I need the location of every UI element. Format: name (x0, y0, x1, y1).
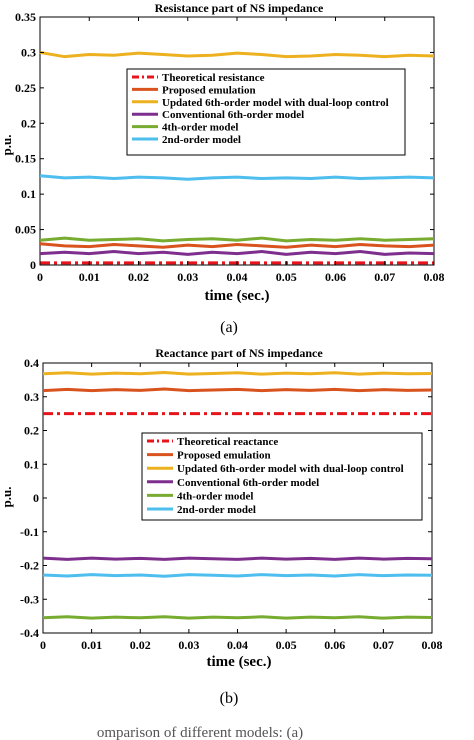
y-tick-label: 0.15 (15, 152, 36, 166)
chart-title: Reactance part of NS impedance (155, 346, 323, 360)
legend-label: Proposed emulation (177, 450, 271, 462)
series-line-3 (42, 370, 433, 376)
y-tick-label: -0.3 (20, 592, 39, 606)
legend-label: 4th-order model (162, 122, 238, 134)
x-tick-label: 0.07 (373, 638, 394, 652)
x-tick-label: 0.06 (325, 270, 346, 284)
legend-box (126, 68, 406, 156)
y-tick-label: 0 (33, 491, 39, 505)
x-tick-label: 0.03 (178, 638, 199, 652)
x-tick-label: 0 (40, 638, 46, 652)
y-axis-label: p.u. (0, 487, 14, 508)
x-tick-label: 0.04 (227, 270, 248, 284)
y-tick-label: -0.4 (20, 626, 39, 640)
panel-caption: (a) (220, 319, 238, 336)
legend-label: Proposed emulation (162, 84, 256, 96)
y-tick-label: 0.25 (15, 81, 36, 95)
legend-label: Updated 6th-order model with dual-loop c… (162, 97, 389, 109)
legend: Theoretical reactance Proposed emulationU… (141, 432, 423, 521)
legend-label: Conventional 6th-order model (177, 477, 319, 489)
x-tick-label: 0.06 (324, 638, 345, 652)
y-tick-label: 0.3 (24, 390, 39, 404)
y-tick-label: 0.4 (24, 356, 39, 370)
x-tick-label: 0.04 (227, 638, 248, 652)
y-tick-label: 0.35 (15, 10, 36, 24)
legend-label: Theoretical resistance (162, 72, 265, 84)
x-tick-label: 0.07 (374, 270, 395, 284)
resistance-chart: Resistance part of NS impedance p.u. tim… (0, 1, 445, 336)
y-tick-label: 0.2 (24, 424, 39, 438)
legend-label: Updated 6th-order model with dual-loop c… (177, 463, 404, 475)
series-line-6 (39, 174, 435, 181)
legend-label: Theoretical reactance (177, 436, 278, 448)
chart-title: Resistance part of NS impedance (155, 1, 324, 15)
y-tick-label: 0.1 (24, 457, 39, 471)
figure-footer-text: omparison of different models: (a) (97, 725, 303, 740)
x-tick-label: 0.03 (177, 270, 198, 284)
y-tick-label: 0.1 (21, 187, 36, 201)
legend-label: Conventional 6th-order model (162, 109, 304, 121)
series-line-2 (42, 387, 433, 393)
y-axis-label: p.u. (0, 135, 14, 156)
reactance-chart: Reactance part of NS impedance p.u. time… (0, 346, 443, 707)
y-tick-label: 0.2 (21, 116, 36, 130)
x-tick-label: 0 (37, 270, 43, 284)
legend-label: 4th-order model (177, 490, 253, 502)
series-line-5 (39, 236, 435, 243)
panel-caption: (b) (220, 690, 239, 707)
x-axis-label: time (sec.) (207, 654, 272, 670)
x-axis-label: time (sec.) (205, 288, 270, 304)
x-tick-label: 0.01 (81, 638, 102, 652)
series-line-6 (42, 573, 433, 578)
x-tick-label: 0.08 (424, 270, 445, 284)
series-line-2 (39, 242, 435, 249)
series-line-3 (39, 50, 435, 59)
y-tick-label: -0.1 (20, 525, 39, 539)
x-tick-label: 0.05 (276, 270, 297, 284)
legend-box (141, 432, 423, 521)
series-line-4 (39, 250, 435, 256)
x-tick-label: 0.08 (422, 638, 443, 652)
x-tick-label: 0.02 (128, 270, 149, 284)
y-tick-label: 0.05 (15, 223, 36, 237)
y-tick-label: -0.2 (20, 559, 39, 573)
legend-label: 2nd-order model (162, 134, 241, 146)
series-line-4 (42, 556, 433, 561)
x-tick-label: 0.05 (276, 638, 297, 652)
legend-label: 2nd-order model (177, 504, 256, 516)
y-tick-label: 0 (30, 258, 36, 272)
series-line-5 (42, 615, 433, 620)
x-tick-label: 0.01 (79, 270, 100, 284)
y-tick-label: 0.3 (21, 45, 36, 59)
x-tick-label: 0.02 (130, 638, 151, 652)
